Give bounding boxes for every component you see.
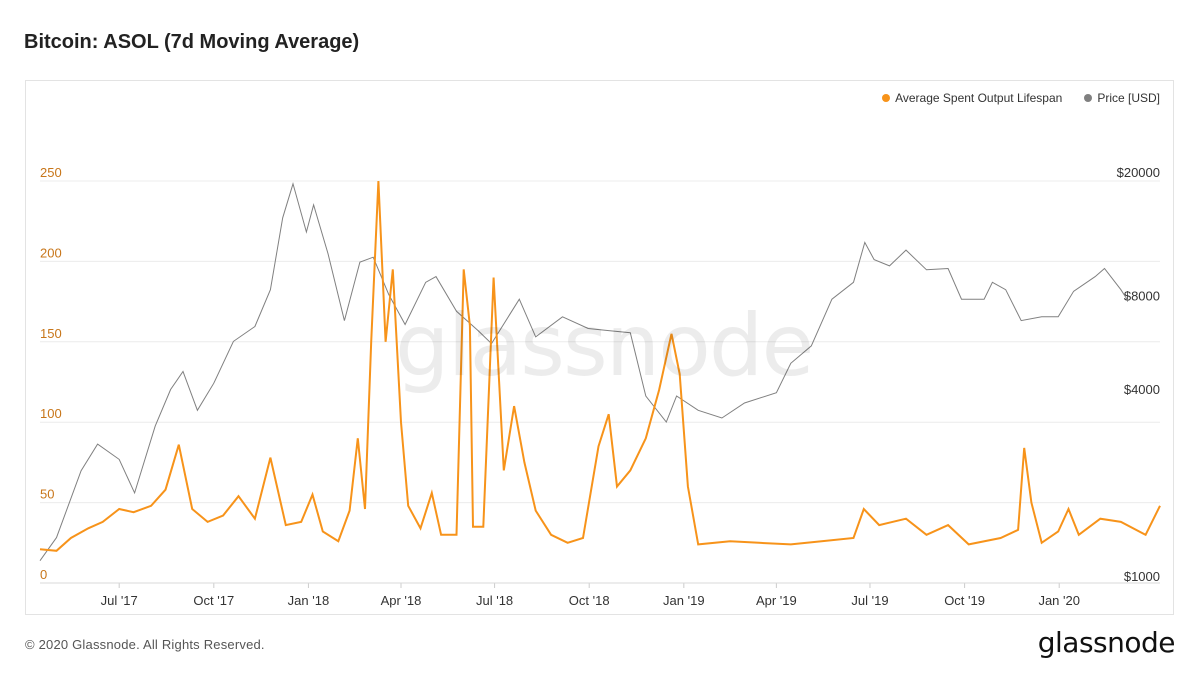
glassnode-logo[interactable]: glassnode <box>1037 626 1176 659</box>
y-left-tick-label: 0 <box>40 567 47 582</box>
legend-dot-asol <box>882 94 891 102</box>
y-left-tick-label: 100 <box>40 406 62 421</box>
y-left-tick-label: 250 <box>40 165 62 180</box>
legend-label-asol: Average Spent Output Lifespan <box>895 91 1063 105</box>
y-left-tick-label: 150 <box>40 326 62 341</box>
y-right-tick-label: $20000 <box>1117 165 1160 180</box>
chart-legend: Average Spent Output Lifespan Price [USD… <box>882 91 1160 105</box>
legend-item-price[interactable]: Price [USD] <box>1084 91 1160 105</box>
chart-svg: 0 50 100 150 200 250 $1000 $4000 $8000 $20000 Jul … <box>39 165 1161 608</box>
copyright-footer: © 2020 Glassnode. All Rights Reserved. <box>25 637 265 652</box>
series-line-price <box>39 182 1129 561</box>
x-tick-label: Apr '19 <box>756 593 797 608</box>
x-tick-label: Jan '18 <box>288 593 330 608</box>
y-left-tick-label: 50 <box>40 487 54 502</box>
y-right-tick-label: $1000 <box>1124 569 1160 584</box>
x-tick-label: Jan '20 <box>1038 593 1080 608</box>
x-tick-label: Jul '18 <box>476 593 513 608</box>
legend-label-price: Price [USD] <box>1097 91 1160 105</box>
series-line-asol <box>39 180 1161 552</box>
x-tick-label: Apr '18 <box>381 593 422 608</box>
chart-title: Bitcoin: ASOL (7d Moving Average) <box>24 31 360 53</box>
chart-area: 0 50 100 150 200 250 $1000 $4000 $8000 $20000 Jul … <box>25 80 1174 615</box>
y-right-tick-label: $4000 <box>1124 382 1160 397</box>
legend-item-asol[interactable]: Average Spent Output Lifespan <box>882 91 1062 105</box>
legend-dot-price <box>1084 94 1093 102</box>
x-tick-label: Jul '17 <box>101 593 138 608</box>
x-tick-label: Oct '19 <box>944 593 985 608</box>
x-tick-label: Oct '18 <box>569 593 610 608</box>
x-tick-label: Jul '19 <box>851 593 888 608</box>
x-tick-label: Oct '17 <box>193 593 234 608</box>
y-right-tick-label: $8000 <box>1124 289 1160 304</box>
x-tick-label: Jan '19 <box>663 593 705 608</box>
y-left-tick-label: 200 <box>40 245 62 260</box>
